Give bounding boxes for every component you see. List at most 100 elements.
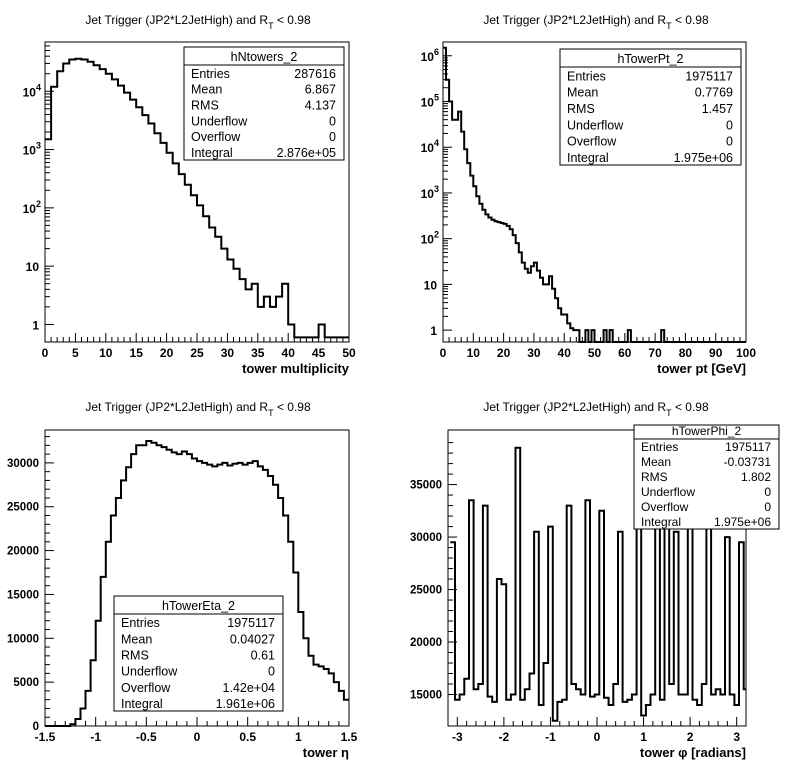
stats-row-label: Integral (191, 146, 233, 160)
stats-row-label: Mean (121, 632, 152, 646)
y-tick-exponent: 4 (36, 82, 41, 92)
stats-row-value: 287616 (294, 67, 336, 81)
stats-row-label: Integral (567, 151, 609, 165)
y-tick-base: 10 (421, 141, 435, 155)
chart-title-tail: < 0.98 (274, 400, 311, 414)
stats-row-value: 1.975e+06 (674, 151, 733, 165)
chart-title-tail: < 0.98 (274, 13, 311, 27)
y-tick-base: 10 (23, 202, 37, 216)
x-tick-label: 90 (709, 346, 723, 360)
y-tick-label: 10000 (7, 633, 39, 645)
stats-box-name: hNtowers_2 (231, 50, 298, 64)
stats-box: hTowerPt_2 Entries 1975117 Mean 0.7769 RMS 1.4… (559, 48, 742, 166)
y-tick-label: 104 (421, 138, 439, 155)
histogram-panel-1: Jet Trigger (JP2*L2JetHigh) and RT < 0.9… (23, 13, 356, 376)
y-tick-label: 30000 (410, 532, 442, 544)
x-tick-label: 100 (736, 346, 756, 360)
y-tick-label: 25000 (7, 502, 39, 514)
x-tick-label: 1.5 (341, 730, 358, 744)
y-tick-base: 10 (421, 50, 435, 64)
y-tick-exponent: 3 (36, 141, 41, 151)
stats-row-value: 1975117 (227, 616, 275, 630)
x-tick-label: -2 (499, 730, 510, 744)
histogram-series (450, 446, 746, 722)
x-tick-label: 2 (687, 730, 694, 744)
y-tick-base: 10 (23, 144, 37, 158)
y-tick-label: 5000 (13, 677, 39, 689)
y-tick-exponent: 2 (36, 199, 41, 209)
stats-box-frame (559, 48, 742, 166)
stats-box-name: hTowerPt_2 (617, 52, 683, 66)
stats-row-value: 0 (329, 114, 336, 128)
x-axis-label: tower pt [GeV] (657, 361, 746, 376)
histogram-panel-3: Jet Trigger (JP2*L2JetHigh) and RT < 0.9… (7, 400, 358, 760)
y-tick-label: 15000 (7, 589, 39, 601)
stats-row-label: Underflow (191, 114, 248, 128)
x-tick-label: 0 (594, 730, 601, 744)
y-tick-label: 102 (23, 199, 41, 216)
stats-row-label: Underflow (567, 118, 624, 132)
y-tick-exponent: 2 (434, 230, 439, 240)
stats-row-value: 1.457 (702, 102, 733, 116)
stats-row-value: 0.61 (251, 649, 275, 663)
stats-row-value: 0 (726, 135, 733, 149)
stats-row-label: Entries (567, 69, 606, 83)
y-tick-label: 1 (430, 324, 437, 338)
x-tick-label: 30 (221, 346, 235, 360)
x-tick-label: 15 (130, 346, 144, 360)
y-tick-base: 10 (421, 233, 435, 247)
y-tick-label: 10 (424, 278, 438, 292)
stats-row-label: RMS (641, 470, 668, 484)
x-axis-label: tower multiplicity (242, 361, 350, 376)
x-tick-label: 40 (558, 346, 572, 360)
chart-title-subscript: T (666, 408, 672, 418)
stats-row-label: Integral (121, 697, 163, 711)
stats-row-value: 0.7769 (695, 86, 733, 100)
y-tick-label: 35000 (410, 480, 442, 492)
y-tick-label: 20000 (410, 637, 442, 649)
chart-title-main: Jet Trigger (JP2*L2JetHigh) and R (483, 13, 666, 27)
y-tick-exponent: 6 (434, 47, 439, 57)
y-tick-label: 15000 (410, 690, 442, 702)
x-axis-label: tower η (303, 745, 349, 760)
chart-title-subscript: T (666, 21, 672, 31)
y-tick-label: 30000 (7, 458, 39, 470)
stats-row-label: Mean (641, 455, 671, 469)
y-tick-label: 0 (33, 721, 39, 733)
stats-row-label: Underflow (121, 665, 178, 679)
y-tick-exponent: 4 (434, 138, 439, 148)
stats-row-label: Entries (121, 616, 160, 630)
y-tick-base: 10 (424, 278, 438, 292)
stats-row-label: Overflow (641, 500, 689, 514)
x-tick-label: 0 (194, 730, 201, 744)
y-tick-label: 20000 (7, 546, 39, 558)
x-tick-label: 30 (527, 346, 541, 360)
chart-title: Jet Trigger (JP2*L2JetHigh) and RT < 0.9… (483, 13, 709, 31)
stats-row-value: -0.03731 (724, 455, 772, 469)
stats-row-value: 0 (764, 485, 771, 499)
y-tick-label: 102 (421, 230, 439, 247)
stats-row-value: 1.42e+04 (223, 681, 276, 695)
stats-row-label: Overflow (567, 135, 617, 149)
y-tick-base: 10 (23, 85, 37, 99)
y-tick-label: 10 (26, 260, 40, 274)
stats-row-value: 1.802 (741, 470, 771, 484)
histogram-series (45, 57, 349, 339)
stats-row-value: 4.137 (305, 99, 336, 113)
x-tick-label: 50 (342, 346, 356, 360)
stats-row-label: Entries (641, 440, 678, 454)
histogram-panel-4: Jet Trigger (JP2*L2JetHigh) and RT < 0.9… (410, 400, 780, 760)
chart-title-main: Jet Trigger (JP2*L2JetHigh) and R (85, 400, 268, 414)
stats-row-label: RMS (191, 99, 219, 113)
x-tick-label: 0 (440, 346, 447, 360)
x-tick-label: -0.5 (136, 730, 157, 744)
x-tick-label: 50 (588, 346, 602, 360)
x-tick-label: 60 (618, 346, 632, 360)
chart-title-tail: < 0.98 (672, 13, 709, 27)
x-tick-label: 20 (497, 346, 511, 360)
y-tick-base: 10 (421, 95, 435, 109)
x-tick-label: -3 (452, 730, 463, 744)
stats-row-label: Mean (567, 86, 598, 100)
